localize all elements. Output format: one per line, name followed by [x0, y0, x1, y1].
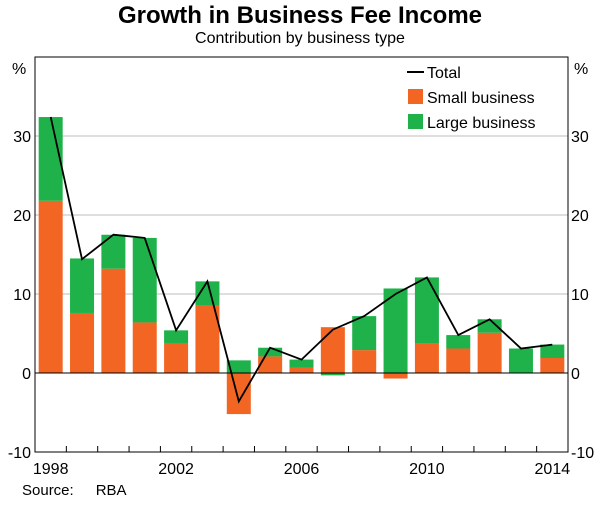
y-tick-label-left: -10	[8, 445, 31, 462]
legend-label: Large business	[427, 115, 536, 132]
x-tick-label: 1998	[33, 461, 69, 478]
x-tick-label: 2006	[284, 461, 320, 478]
legend-swatch-large-business	[408, 114, 423, 129]
y-tick-label-right: 0	[571, 366, 580, 383]
bar-large-business	[70, 258, 95, 313]
bar-large-business	[38, 117, 63, 201]
y-tick-label-left: 30	[13, 129, 31, 146]
bar-large-business	[226, 360, 251, 373]
bar-small-business	[320, 327, 345, 373]
source-label: Source:	[22, 482, 74, 499]
bar-small-business	[352, 350, 377, 373]
bar-small-business	[477, 332, 502, 373]
chart-title: Growth in Business Fee Income	[117, 2, 483, 29]
bar-small-business	[446, 348, 471, 373]
x-tick-label: 2014	[535, 461, 571, 478]
bar-small-business	[195, 305, 220, 373]
total-line	[49, 116, 553, 404]
bar-small-business	[258, 356, 283, 373]
bar-large-business	[101, 234, 126, 269]
y-unit-left: %	[12, 61, 26, 78]
y-tick-label-right: 20	[571, 208, 589, 225]
bar-large-business	[289, 359, 314, 368]
y-unit-right: %	[574, 61, 588, 78]
legend-swatch-small-business	[408, 89, 423, 104]
plot-frame	[34, 56, 569, 453]
bar-large-business	[132, 237, 157, 323]
y-tick-label-right: 30	[571, 129, 589, 146]
y-tick-label-left: 10	[13, 287, 31, 304]
bar-large-business	[446, 335, 471, 349]
bar-large-business	[383, 288, 408, 373]
bar-large-business	[352, 316, 377, 351]
bar-small-business	[226, 373, 251, 415]
bar-small-business	[164, 342, 189, 373]
y-tick-label-left: 20	[13, 208, 31, 225]
bar-large-business	[414, 277, 439, 344]
legend: Total Small business Large business	[407, 65, 536, 132]
bar-large-business	[508, 348, 533, 373]
bar-small-business	[132, 322, 157, 373]
legend-label: Small business	[427, 90, 535, 107]
bar-small-business	[383, 373, 408, 379]
legend-label: Total	[427, 65, 461, 82]
source-value: RBA	[95, 482, 127, 499]
bar-large-business	[320, 373, 345, 376]
y-tick-label-left: 0	[22, 366, 31, 383]
chart-subtitle: Contribution by business type	[195, 30, 405, 47]
bar-small-business	[414, 343, 439, 373]
bar-small-business	[289, 367, 314, 373]
bar-large-business	[164, 330, 189, 343]
y-tick-label-right: 10	[571, 287, 589, 304]
x-tick-label: 2010	[409, 461, 445, 478]
bar-small-business	[540, 357, 565, 373]
source-note: Source: RBA	[22, 482, 127, 499]
bar-large-business	[540, 344, 565, 358]
bar-small-business	[101, 268, 126, 373]
bar-large-business	[258, 347, 283, 357]
bar-small-business	[38, 200, 63, 373]
bar-small-business	[70, 312, 95, 373]
y-tick-label-right: -10	[571, 445, 594, 462]
x-tick-label: 2002	[158, 461, 194, 478]
